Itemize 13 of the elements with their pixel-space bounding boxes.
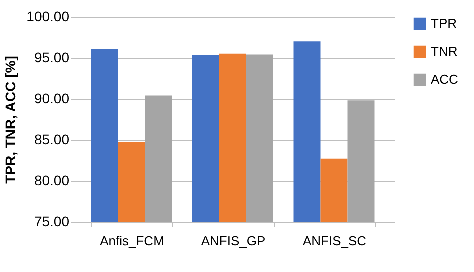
legend-label: TPR: [431, 16, 457, 31]
y-tick-label: 90.00: [34, 90, 70, 106]
x-tick-label: Anfis_FCM: [100, 234, 164, 248]
x-tick-label: ANFIS_SC: [302, 234, 367, 248]
x-tick-label: ANFIS_GP: [201, 234, 266, 248]
y-tick-label: 75.00: [34, 214, 70, 230]
y-tick-label: 80.00: [34, 172, 70, 188]
legend-label: ACC: [431, 72, 458, 87]
legend-label: TNR: [431, 44, 458, 59]
y-tick-label: 95.00: [34, 50, 70, 66]
y-tick-label: 100.00: [26, 8, 70, 24]
y-axis-title: TPR, TNR, ACC [%]: [2, 56, 19, 184]
y-tick-label: 85.00: [34, 132, 70, 148]
